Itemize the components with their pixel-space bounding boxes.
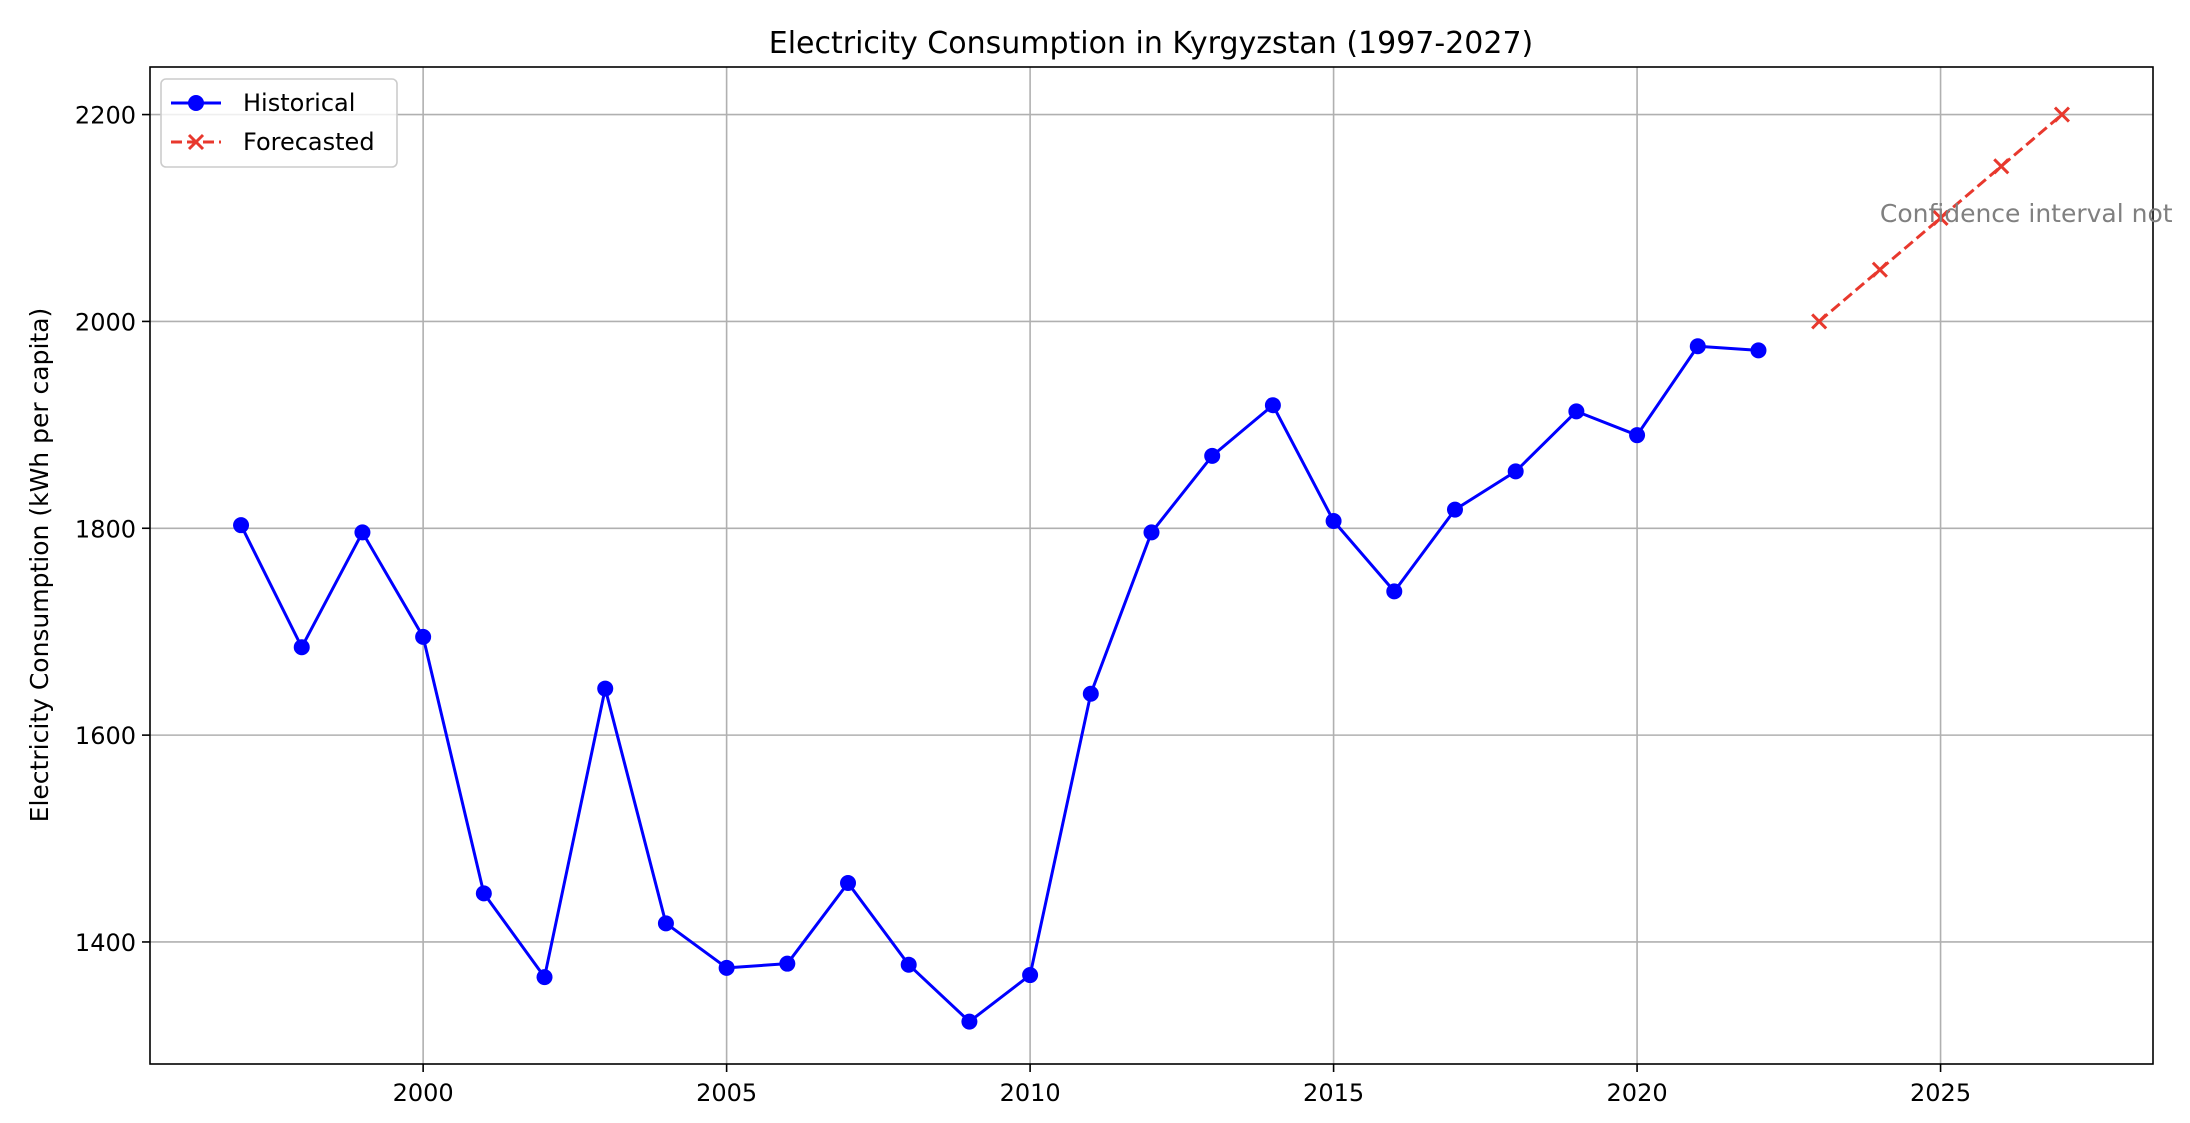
chart-title: Electricity Consumption in Kyrgyzstan (1… xyxy=(769,26,1534,61)
historical-point xyxy=(840,875,857,892)
forecasted-point xyxy=(1871,261,1888,278)
y-tick-label: 2200 xyxy=(75,102,136,130)
annotation-layer: Confidence interval not xyxy=(1880,199,2173,228)
legend-frame xyxy=(160,78,398,168)
legend-forecasted-label: Forecasted xyxy=(243,128,375,156)
legend-historical-marker xyxy=(188,95,204,111)
historical-point xyxy=(900,956,917,973)
historical-point xyxy=(233,517,250,534)
forecasted-point xyxy=(1811,313,1828,330)
historical-point xyxy=(1022,967,1039,984)
legend: Historical Forecasted xyxy=(160,78,398,168)
historical-point xyxy=(1750,342,1767,359)
y-tick-label: 1400 xyxy=(75,929,136,957)
x-tick-label: 2000 xyxy=(393,1079,454,1107)
historical-point xyxy=(657,915,674,932)
forecasted-series-line xyxy=(1818,113,2063,323)
y-axis-label: Electricity Consumption (kWh per capita) xyxy=(25,308,54,823)
historical-point xyxy=(475,885,492,902)
y-tick-label: 2000 xyxy=(75,308,136,336)
historical-point xyxy=(415,628,432,645)
forecasted-point xyxy=(1993,158,2010,175)
historical-point xyxy=(1446,501,1463,518)
historical-point xyxy=(354,524,371,541)
historical-point xyxy=(1629,427,1646,444)
forecasted-point xyxy=(2053,106,2071,123)
historical-point xyxy=(1082,685,1099,702)
series-layer xyxy=(233,106,2071,1030)
annotation-text: Confidence interval not xyxy=(1880,199,2173,228)
historical-point xyxy=(536,969,553,986)
historical-point xyxy=(718,959,735,976)
y-tick-label: 1600 xyxy=(75,722,136,750)
historical-point xyxy=(1568,403,1585,420)
historical-point xyxy=(1204,447,1221,464)
x-tick-label: 2010 xyxy=(1000,1079,1061,1107)
x-tick-label: 2015 xyxy=(1303,1079,1364,1107)
legend-forecasted-marker xyxy=(187,133,205,151)
plot-frame xyxy=(149,66,2154,1065)
historical-point xyxy=(1689,338,1706,355)
grid-layer xyxy=(150,67,2153,1064)
historical-series-line xyxy=(239,344,1759,1024)
historical-point xyxy=(293,639,310,656)
legend-historical-label: Historical xyxy=(243,89,355,117)
tick-layer: 2000 2005 2010 2015 2020 2025 1400 1600 1800 2000… xyxy=(75,102,1971,1107)
historical-point xyxy=(597,680,614,697)
historical-point xyxy=(1507,463,1524,480)
x-tick-label: 2005 xyxy=(696,1079,757,1107)
historical-point xyxy=(1264,397,1281,414)
forecasted-point xyxy=(1932,209,1949,227)
historical-point xyxy=(961,1013,978,1030)
y-tick-label: 1800 xyxy=(75,515,136,543)
x-tick-label: 2020 xyxy=(1607,1079,1668,1107)
historical-point xyxy=(779,955,796,972)
historical-point xyxy=(1386,583,1403,600)
x-tick-label: 2025 xyxy=(1910,1079,1971,1107)
historical-point xyxy=(1143,524,1160,541)
historical-point xyxy=(1325,513,1342,530)
